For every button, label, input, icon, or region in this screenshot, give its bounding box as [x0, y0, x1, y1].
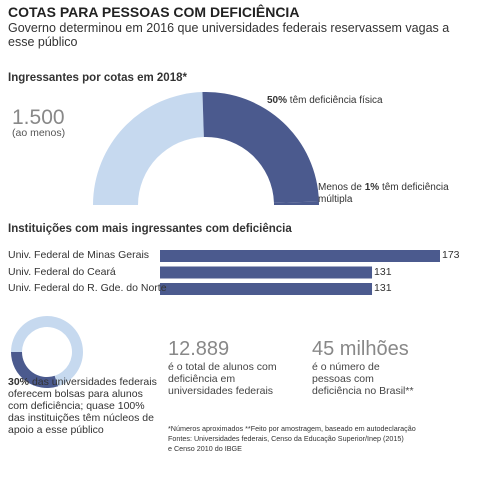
section-title: Ingressantes por cotas em 2018* [8, 72, 187, 84]
pie-segment [11, 315, 83, 387]
category-label: têm deficiência múltipla [318, 182, 449, 205]
stat-value: 12.889 [168, 338, 230, 360]
bar [160, 250, 440, 262]
pie-segment [93, 92, 204, 205]
category-label: têm deficiência física [289, 95, 383, 106]
stat-text: é o total de alunos com deficiência em u… [168, 361, 277, 398]
stat-value: 45 milhões [312, 338, 409, 360]
footnote: e Censo 2010 do IBGE [168, 444, 242, 453]
big-number: 1.500 [12, 106, 65, 129]
donut-caption: 30% das universidades federais oferecem … [8, 376, 158, 436]
bar-value: 131 [374, 282, 392, 294]
pie-segment [202, 91, 319, 203]
note: (ao menos) [12, 127, 66, 139]
segment-label: Menos de 1% têm deficiência múltipla [318, 182, 468, 205]
stat-text: é o número de pessoas com deficiência no… [312, 361, 414, 398]
label-prefix: Menos de [318, 182, 362, 193]
value-label: 1% [364, 182, 380, 193]
subtitle: Governo determinou em 2016 que universid… [8, 21, 450, 50]
footnote: *Números aproximados **Feito por amostra… [168, 424, 416, 433]
pie-segment [11, 352, 59, 388]
bar-value: 131 [374, 265, 392, 278]
pie-segment [273, 201, 319, 205]
caption-text: das universidades federais oferecem bols… [8, 376, 157, 437]
bar-category: Univ. Federal do Ceará [8, 265, 116, 278]
footnote: Fontes: Universidades federais, Censo da… [168, 434, 404, 443]
value-label: 50% [267, 95, 288, 106]
value-label: 30% [8, 376, 30, 388]
bar-category: Univ. Federal de Minas Gerais [8, 249, 150, 261]
bar-value: 173 [442, 249, 460, 261]
title: COTAS PARA PESSOAS COM DEFICIÊNCIA [8, 4, 300, 20]
bar [160, 283, 373, 295]
segment-label: 50% têm deficiência física [267, 95, 427, 107]
section-title: Instituições com mais ingressantes com d… [8, 223, 292, 235]
bar [160, 266, 373, 279]
bar-category: Univ. Federal do R. Gde. do Norte [8, 282, 167, 294]
